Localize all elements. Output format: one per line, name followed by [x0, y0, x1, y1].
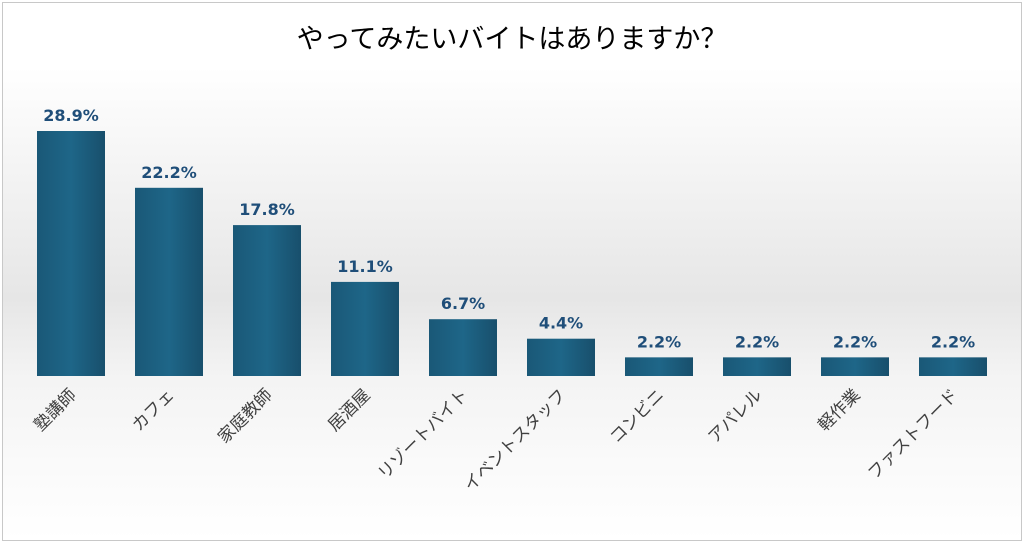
bar-1: [37, 131, 105, 376]
category-label-1: 塾講師: [30, 385, 81, 436]
chart-title: やってみたいバイトはありますか？: [297, 24, 728, 55]
value-label-2: 22.2%: [141, 163, 197, 182]
bar-chart: やってみたいバイトはありますか？ 28.9% 22.2% 17.8% 11.1% 6.7…: [30, 24, 987, 496]
bar-5: [429, 319, 497, 376]
category-label-10: ファストフード: [864, 385, 962, 483]
category-label-9: 軽作業: [814, 385, 864, 435]
bar-2: [135, 187, 203, 376]
value-label-3: 17.8%: [239, 200, 295, 219]
category-label-5: リゾートバイト: [374, 385, 472, 483]
category-labels-layer: 塾講師 カフェ 家庭教師 居酒屋 リゾートバイトイベントスタッフ コンビニ アパレル 軽作業フ…: [30, 385, 963, 496]
category-label-7: コンビニ: [606, 385, 668, 447]
value-label-10: 2.2%: [931, 332, 975, 351]
value-label-4: 11.1%: [337, 257, 393, 276]
value-label-5: 6.7%: [441, 294, 485, 313]
value-label-1: 28.9%: [43, 106, 99, 125]
bar-7: [625, 357, 693, 376]
bar-9: [821, 357, 889, 376]
category-label-4: 居酒屋: [324, 385, 374, 435]
bar-6: [527, 338, 595, 376]
value-label-9: 2.2%: [833, 332, 877, 351]
bar-4: [331, 281, 399, 376]
value-labels-layer: 28.9% 22.2% 17.8% 11.1% 6.7% 4.4% 2.2% 2.2% 2.2%…: [43, 106, 975, 351]
category-label-8: アパレル: [705, 385, 767, 447]
value-label-6: 4.4%: [539, 314, 583, 333]
value-label-7: 2.2%: [637, 332, 681, 351]
category-label-3: 家庭教師: [214, 385, 276, 447]
bar-3: [233, 225, 301, 376]
category-label-2: カフェ: [128, 385, 178, 435]
value-label-8: 2.2%: [735, 332, 779, 351]
category-label-6: イベントスタッフ: [460, 385, 570, 495]
bars-layer: [37, 131, 987, 376]
bar-10: [919, 357, 987, 376]
bar-8: [723, 357, 791, 376]
